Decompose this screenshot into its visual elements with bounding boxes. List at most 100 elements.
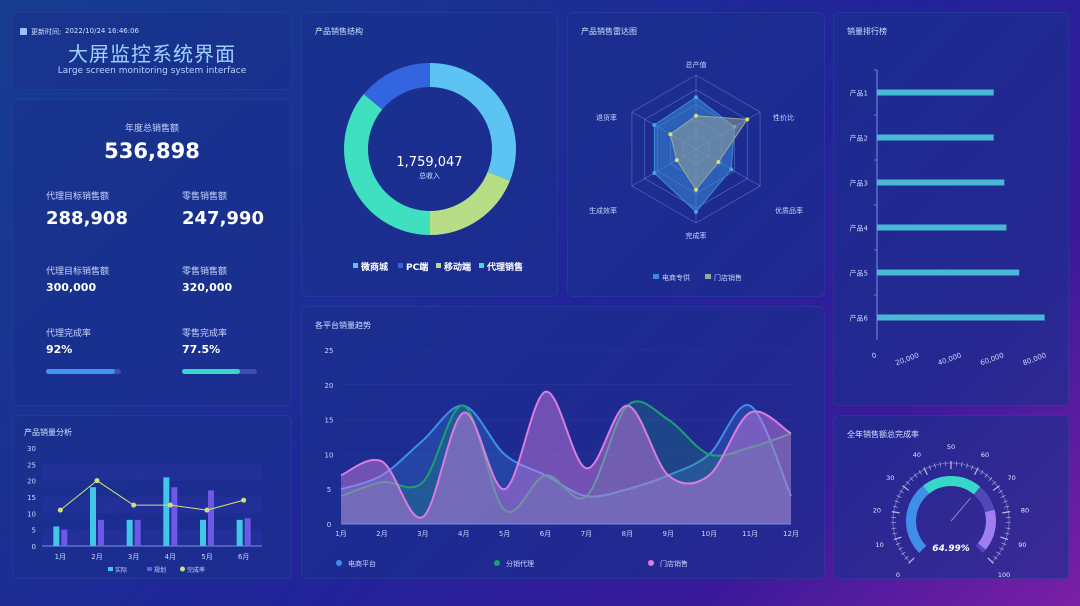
agent-rate-fill [46, 369, 115, 374]
bar-plan-4 [208, 490, 214, 546]
radar-axis-label-1: 性价比 [773, 113, 794, 122]
trend-ytick-5: 25 [325, 347, 334, 355]
gauge-tick-46 [1001, 542, 1007, 546]
page-subtitle: Large screen monitoring system interface [57, 66, 247, 76]
gauge-segment-c [977, 509, 996, 550]
legend-label-1: PC端 [406, 261, 428, 273]
trend-ytick-1: 5 [327, 486, 331, 494]
radar-axis-label-2: 优质品率 [775, 206, 803, 215]
trend-xtick-3: 4月 [458, 530, 469, 538]
bar-xtick-3: 4月 [165, 553, 176, 561]
trend-legend-label-1: 分销代理 [506, 559, 534, 568]
bar-rate-point-1 [94, 478, 100, 484]
gauge-tick-30 [974, 467, 979, 475]
gauge-tick-39 [1004, 505, 1010, 508]
gauge-tick-44 [1004, 532, 1010, 535]
radar-point-0-5 [652, 122, 657, 127]
update-time: 2022/10/24 16:46:06 [65, 27, 140, 35]
bar-actual-5 [236, 519, 243, 546]
radar-point-1-3 [694, 187, 698, 192]
rank-xtick-4: 80,000 [1022, 351, 1048, 367]
trend-ytick-3: 15 [325, 417, 334, 425]
gauge-tick-47 [999, 547, 1004, 551]
gauge-tick-20 [923, 467, 928, 475]
trend-legend-dot-1 [494, 560, 500, 566]
agent-target-label: 代理目标销售额 [46, 267, 110, 277]
gauge-tick-28 [966, 463, 969, 469]
gauge-tick-14 [899, 490, 904, 494]
gauge-needle [950, 497, 971, 522]
radar-point-0-3 [694, 209, 698, 214]
gauge-tick-38 [1002, 500, 1008, 503]
agent-target-value: 300,000 [46, 281, 97, 294]
trend-area-2 [341, 391, 791, 524]
gauge-tick-3 [898, 547, 903, 551]
gauge-tick-37 [1000, 495, 1006, 498]
retail-rate-fill [182, 369, 241, 374]
rank-xtick-2: 40,000 [937, 351, 963, 367]
bar-legend-label-1: 规划 [154, 566, 166, 574]
donut-slice-2 [344, 94, 430, 235]
trend-xtick-1: 2月 [376, 530, 387, 538]
rank-xtick-0: 0 [871, 351, 878, 360]
gauge-chart: 0 10 20 30 40 50 60 70 80 90 100 64.99% [873, 443, 1029, 579]
donut-slice-3 [363, 63, 430, 110]
rank-bar-4 [877, 269, 1020, 276]
gauge-tick-21 [928, 465, 932, 470]
ranking-title: 销量排行榜 [847, 27, 887, 36]
gauge-tick-32 [984, 473, 989, 478]
bar-ytick-0: 0 [32, 543, 36, 551]
legend-label-3: 代理销售 [486, 261, 523, 273]
bar-ytick-3: 15 [27, 494, 36, 502]
retail-rate-track [182, 369, 257, 374]
rank-bar-2 [877, 179, 1005, 186]
radar-legend-swatch-0 [653, 274, 659, 279]
gauge-tick-36 [998, 490, 1003, 494]
header-panel: 更新时间: 2022/10/24 16:46:06 大屏监控系统界面 Large… [12, 12, 292, 90]
donut-chart: 微商城 PC端 移动端 代理销售 [344, 63, 523, 273]
radar-point-1-0 [694, 113, 698, 118]
donut-total: 1,759,047 [396, 155, 463, 170]
legend-swatch-1 [398, 263, 403, 268]
bar-xtick-1: 2月 [91, 553, 102, 561]
gauge-tick-50 [987, 557, 994, 564]
donut-slice-0 [430, 63, 516, 181]
bar-plan-1 [98, 519, 104, 546]
gauge-tick-22 [933, 463, 936, 469]
trend-title: 各平台销量趋势 [315, 321, 371, 330]
bar-legend-label-2: 完成率 [187, 566, 205, 574]
bar-legend-label-0: 实际 [115, 566, 127, 574]
bar-ytick-1: 5 [32, 527, 36, 535]
radar-legend-label-0: 电商专供 [662, 273, 690, 282]
trend-xtick-2: 3月 [417, 530, 428, 538]
bar-plan-0 [61, 529, 68, 546]
gauge-tick-17 [909, 477, 914, 482]
calendar-icon [20, 28, 27, 35]
agent-rate-value: 92% [46, 343, 73, 356]
radar-point-1-5 [668, 132, 673, 137]
bar-plan-3 [171, 487, 178, 546]
gauge-tick-label-4: 40 [913, 451, 921, 459]
kpi-panel: 年度总销售额 536,898 代理目标销售额 288,908 零售销售额 247… [12, 99, 292, 406]
agent-rate-track [46, 369, 121, 374]
radar-point-1-2 [716, 159, 721, 164]
trend-line-2 [340, 390, 792, 519]
gauge-tick-15 [902, 485, 910, 491]
bar-xtick-2: 3月 [128, 553, 139, 561]
gauge-tick-27 [961, 462, 963, 468]
rank-bar-3 [877, 224, 1007, 231]
sales-analysis-panel: 产品销量分析 0 5 10 15 20 25 30 1月 2月 3月 4月 5月 6月 实际 规划 完成率 [12, 415, 292, 579]
bar-legend-swatch-1 [147, 567, 152, 571]
rank-xtick-3: 60,000 [979, 351, 1005, 367]
gauge-tick-5 [893, 536, 902, 541]
gauge-tick-label-7: 70 [1008, 474, 1016, 482]
gauge-tick-18 [913, 473, 918, 478]
bar-ytick-5: 25 [27, 461, 36, 469]
trend-panel: 各平台销量趋势 0 5 10 15 20 25 1月 2月 3月 4月 5月 6月 7月 8月 9月 10月 1… [301, 306, 825, 579]
rank-bar-5 [877, 314, 1045, 321]
trend-xtick-5: 6月 [540, 530, 551, 538]
radar-point-0-0 [694, 95, 698, 100]
radar-legend-label-1: 门店销售 [714, 273, 742, 282]
update-time-label: 更新时间: [31, 28, 62, 36]
gauge-tick-2 [901, 551, 906, 555]
